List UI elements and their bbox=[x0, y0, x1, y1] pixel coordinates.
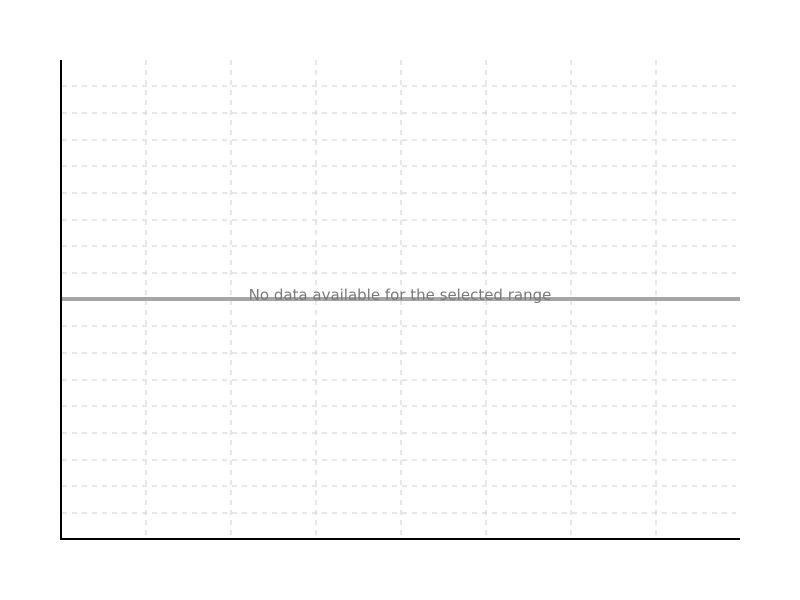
horizontal-gridlines bbox=[62, 85, 736, 514]
empty-state-message: No data available for the selected range bbox=[249, 286, 552, 304]
